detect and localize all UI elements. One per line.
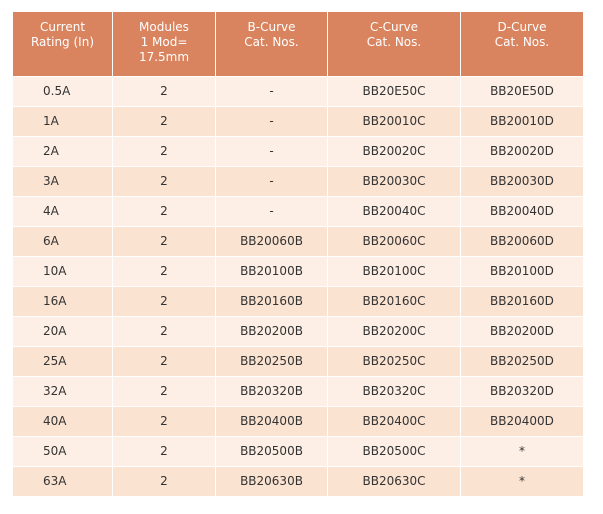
table-cell: BB20010C (327, 105, 461, 136)
table-cell: BB20320C (327, 375, 461, 406)
table-cell: BB20060D (460, 225, 584, 256)
table-row: 4A 2- BB20040C BB20040D (12, 195, 584, 226)
table-cell: BB20160D (460, 285, 584, 316)
table-cell: 2A (12, 135, 113, 166)
table-cell: 2 (112, 135, 216, 166)
header-cell: B-Curve Cat. Nos. (215, 12, 328, 76)
table-cell: 40A (12, 405, 113, 436)
table-cell: 2 (112, 255, 216, 286)
table-cell: BB20630C (327, 465, 461, 496)
table-cell: 2 (112, 465, 216, 496)
table-body: 0.5A 2- BB20E50C BB20E50D 1A 2- BB20010C BB2001… (12, 75, 584, 496)
table-cell: BB20040C (327, 195, 461, 226)
table-cell: BB20100D (460, 255, 584, 286)
table-cell: 2 (112, 315, 216, 346)
table-cell: * (460, 435, 584, 466)
table-cell: BB20250C (327, 345, 461, 376)
catalog-table: Current Rating (In) Modules 1 Mod= 17.5mm… (12, 12, 584, 496)
table-cell: 2 (112, 195, 216, 226)
table-cell: 2 (112, 285, 216, 316)
table-cell: - (215, 165, 328, 196)
header-cell: Current Rating (In) (12, 12, 113, 76)
table-cell: BB20400D (460, 405, 584, 436)
table-cell: BB20250D (460, 345, 584, 376)
table-cell: 63A (12, 465, 113, 496)
table-cell: 0.5A (12, 75, 113, 106)
table-row: 1A 2- BB20010C BB20010D (12, 105, 584, 136)
table-cell: 2 (112, 75, 216, 106)
table-row: 32A 2 BB20320B BB20320C BB20320D (12, 375, 584, 406)
table-cell: 3A (12, 165, 113, 196)
table-cell: BB20320D (460, 375, 584, 406)
table-cell: 1A (12, 105, 113, 136)
table-cell: BB20060B (215, 225, 328, 256)
table-cell: BB20200C (327, 315, 461, 346)
table-cell: - (215, 195, 328, 226)
table-container: Current Rating (In) Modules 1 Mod= 17.5mm… (12, 12, 584, 496)
table-row: 0.5A 2- BB20E50C BB20E50D (12, 75, 584, 106)
table-cell: 16A (12, 285, 113, 316)
table-cell: 2 (112, 165, 216, 196)
table-cell: BB20250B (215, 345, 328, 376)
header-cell: Modules 1 Mod= 17.5mm (112, 12, 216, 76)
table-cell: 6A (12, 225, 113, 256)
table-cell: 2 (112, 225, 216, 256)
table-cell: 32A (12, 375, 113, 406)
table-cell: 20A (12, 315, 113, 346)
table-cell: 2 (112, 435, 216, 466)
table-cell: 2 (112, 405, 216, 436)
table-cell: BB20030D (460, 165, 584, 196)
table-cell: BB20500B (215, 435, 328, 466)
table-cell: BB20020D (460, 135, 584, 166)
header-cell: D-Curve Cat. Nos. (460, 12, 584, 76)
table-row: 40A 2 BB20400B BB20400C BB20400D (12, 405, 584, 436)
table-row: 25A 2 BB20250B BB20250C BB20250D (12, 345, 584, 376)
table-cell: BB20630B (215, 465, 328, 496)
header-cell: C-Curve Cat. Nos. (327, 12, 461, 76)
table-cell: 50A (12, 435, 113, 466)
table-cell: BB20160B (215, 285, 328, 316)
table-cell: BB20160C (327, 285, 461, 316)
table-row: 50A 2 BB20500B BB20500C * (12, 435, 584, 466)
table-cell: BB20100B (215, 255, 328, 286)
table-cell: BB20040D (460, 195, 584, 226)
table-row: 20A 2 BB20200B BB20200C BB20200D (12, 315, 584, 346)
table-cell: BB20E50C (327, 75, 461, 106)
table-cell: * (460, 465, 584, 496)
table-cell: BB20020C (327, 135, 461, 166)
table-cell: BB20400B (215, 405, 328, 436)
table-cell: 25A (12, 345, 113, 376)
table-cell: BB20E50D (460, 75, 584, 106)
table-cell: 2 (112, 375, 216, 406)
table-cell: - (215, 135, 328, 166)
table-row: 2A 2- BB20020C BB20020D (12, 135, 584, 166)
table-cell: BB20010D (460, 105, 584, 136)
table-row: 16A 2 BB20160B BB20160C BB20160D (12, 285, 584, 316)
table-cell: - (215, 105, 328, 136)
table-row: 63A 2 BB20630B BB20630C * (12, 465, 584, 496)
table-row: 6A 2 BB20060B BB20060C BB20060D (12, 225, 584, 256)
table-cell: - (215, 75, 328, 106)
table-cell: BB20320B (215, 375, 328, 406)
table-cell: 2 (112, 105, 216, 136)
header-row: Current Rating (In) Modules 1 Mod= 17.5mm… (12, 12, 584, 76)
table-cell: BB20030C (327, 165, 461, 196)
table-cell: BB20500C (327, 435, 461, 466)
table-cell: BB20200B (215, 315, 328, 346)
table-row: 3A 2- BB20030C BB20030D (12, 165, 584, 196)
table-cell: BB20400C (327, 405, 461, 436)
table-cell: BB20060C (327, 225, 461, 256)
table-cell: 10A (12, 255, 113, 286)
table-cell: 4A (12, 195, 113, 226)
table-row: 10A 2 BB20100B BB20100C BB20100D (12, 255, 584, 286)
table-cell: 2 (112, 345, 216, 376)
table-cell: BB20200D (460, 315, 584, 346)
table-cell: BB20100C (327, 255, 461, 286)
